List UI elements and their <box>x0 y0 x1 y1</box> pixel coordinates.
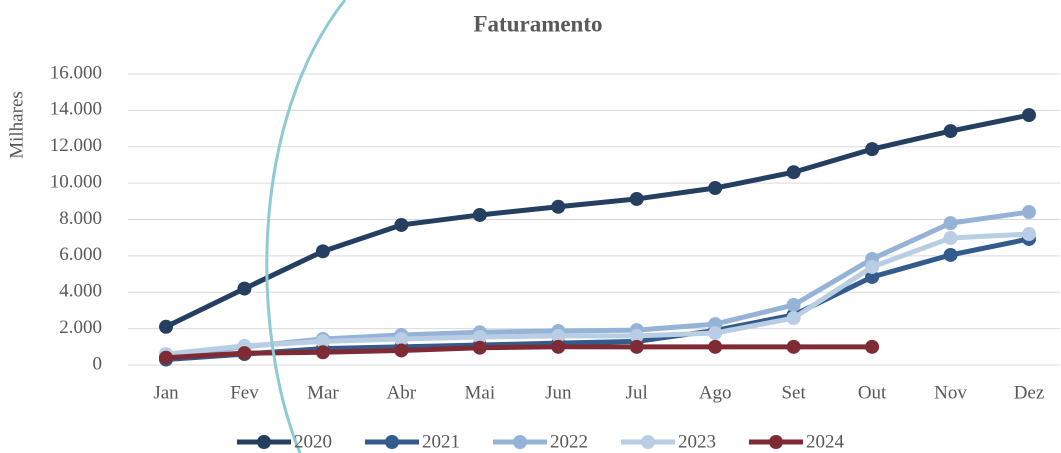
data-point <box>394 217 409 232</box>
y-tick-label: 2.000 <box>59 317 102 338</box>
y-tick-label: 6.000 <box>59 244 102 265</box>
y-axis-label: Milhares <box>6 91 27 159</box>
y-tick-label: 4.000 <box>59 281 102 302</box>
data-point <box>472 340 487 355</box>
data-point <box>1022 205 1036 220</box>
data-point <box>708 325 723 340</box>
decorative-arc <box>265 0 347 453</box>
x-tick-label: Mar <box>307 382 339 403</box>
data-point <box>708 181 723 196</box>
y-tick-label: 8.000 <box>59 208 102 229</box>
data-point <box>237 281 252 296</box>
data-point <box>786 297 801 312</box>
x-tick-label: Ago <box>699 382 732 403</box>
x-tick-label: Jan <box>153 382 179 403</box>
x-tick-label: Fev <box>230 382 259 403</box>
data-point <box>629 339 644 354</box>
data-point <box>551 339 566 354</box>
data-point <box>551 328 566 343</box>
series-line <box>165 236 1030 363</box>
data-point <box>943 216 958 231</box>
series-line <box>165 231 1030 357</box>
y-tick-label: 14.000 <box>50 99 102 120</box>
data-point <box>472 329 487 344</box>
data-point <box>551 199 566 214</box>
data-point <box>865 339 880 354</box>
y-tick-label: 0 <box>93 353 103 374</box>
data-point <box>708 339 723 354</box>
y-tick-label: 16.000 <box>50 62 102 83</box>
legend-marker <box>257 435 271 449</box>
x-tick-label: Mai <box>465 382 496 403</box>
data-point <box>1022 227 1036 242</box>
data-point <box>159 350 173 365</box>
data-point <box>786 165 801 180</box>
plot-area: 0 2.000 4.000 6.000 8.000 10.000 12.000 14.000 1… <box>50 62 1060 403</box>
x-tick-label: Set <box>781 382 806 403</box>
legend-item: 2020 <box>237 431 332 452</box>
data-point <box>786 311 801 326</box>
legend-label: 2022 <box>550 431 588 452</box>
x-tick-label: Out <box>858 382 887 403</box>
legend-item: 2023 <box>621 431 716 452</box>
y-tick-label: 12.000 <box>50 135 102 156</box>
data-point <box>943 247 958 262</box>
legend-marker <box>641 435 655 449</box>
legend-marker <box>385 435 399 449</box>
x-tick-label: Jul <box>626 382 648 403</box>
legend-item: 2022 <box>493 431 588 452</box>
data-point <box>629 328 644 343</box>
legend-label: 2020 <box>294 431 332 452</box>
data-point <box>1022 108 1036 123</box>
data-point <box>865 259 880 274</box>
data-point <box>865 142 880 157</box>
data-point <box>472 207 487 222</box>
x-tick-label: Abr <box>387 382 417 403</box>
y-tick-label: 10.000 <box>50 171 102 192</box>
legend-marker <box>513 435 527 449</box>
data-point <box>394 331 409 346</box>
legend-marker <box>769 435 783 449</box>
legend-label: 2023 <box>678 431 716 452</box>
series-line <box>164 112 1030 330</box>
data-point <box>943 231 958 246</box>
data-point <box>159 319 173 334</box>
data-point <box>943 124 958 139</box>
legend-item: 2024 <box>749 431 845 452</box>
x-tick-label: Dez <box>1014 382 1045 403</box>
data-point <box>786 339 801 354</box>
data-point <box>315 345 330 360</box>
x-tick-label: Jun <box>545 382 572 403</box>
legend-label: 2024 <box>806 431 845 452</box>
data-point <box>629 191 644 206</box>
data-point <box>237 346 252 361</box>
series-line <box>165 344 873 361</box>
legend-item: 2021 <box>365 431 460 452</box>
legend-label: 2021 <box>422 431 460 452</box>
data-point <box>315 244 330 259</box>
data-point <box>315 334 330 349</box>
x-tick-label: Nov <box>934 382 967 403</box>
data-point <box>394 343 409 358</box>
data-point <box>865 269 880 284</box>
chart-title: Faturamento <box>473 11 602 36</box>
